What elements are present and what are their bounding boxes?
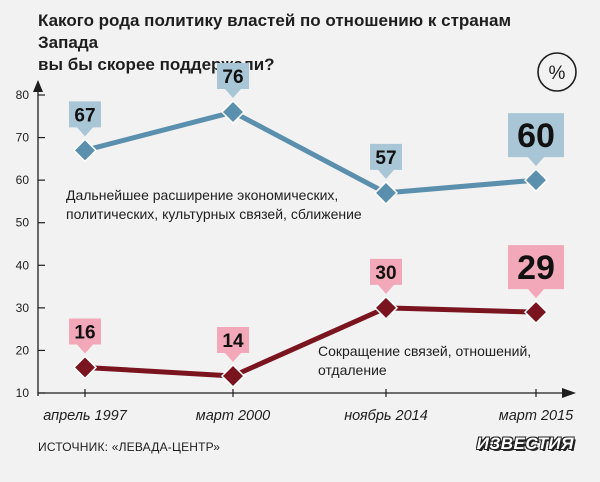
unit-badge-circle xyxy=(537,52,577,92)
data-point-marker xyxy=(373,295,399,320)
x-tick-label: март 2000 xyxy=(196,408,270,424)
data-label: 14 xyxy=(222,331,244,352)
title-line: Какого рода политику властей по отношени… xyxy=(38,11,512,52)
series-name: Сокращение связей, отношений, отдаление xyxy=(318,343,531,378)
unit-badge: % xyxy=(549,63,566,84)
brand-logo: ИЗВЕСТИЯ xyxy=(476,434,574,453)
y-tick-label: 50 xyxy=(16,216,30,230)
data-label-box xyxy=(217,326,249,362)
y-tick-label: 30 xyxy=(16,301,30,315)
data-label: 30 xyxy=(375,263,396,284)
x-tick-label: апрель 1997 xyxy=(43,408,128,424)
data-label: 76 xyxy=(222,67,243,88)
data-point-marker xyxy=(72,355,98,380)
y-tick-label: 10 xyxy=(16,386,30,400)
series-name-line: политических, культурных связей, сближен… xyxy=(66,206,362,222)
data-point-marker xyxy=(220,99,246,125)
series-name-line: Сокращение связей, отношений, xyxy=(318,343,531,359)
data-point-marker xyxy=(523,300,549,325)
y-tick-label: 60 xyxy=(16,173,30,187)
data-point-marker xyxy=(72,138,98,163)
y-tick-label: 80 xyxy=(16,88,30,102)
data-label: 16 xyxy=(74,322,95,343)
source-note: ИСТОЧНИК: «ЛЕВАДА-ЦЕНТР» xyxy=(38,440,221,454)
data-point-marker xyxy=(373,180,399,205)
series-name: Дальнейшее расширение экономических, поли… xyxy=(66,187,362,222)
data-label-box xyxy=(370,143,402,179)
data-label: 67 xyxy=(74,105,95,126)
series-line xyxy=(84,305,537,379)
y-axis-arrow-icon xyxy=(33,80,43,92)
data-label: 60 xyxy=(517,117,555,155)
data-point-marker xyxy=(220,363,246,389)
data-label: 57 xyxy=(375,148,396,169)
y-tick-label: 70 xyxy=(16,131,30,145)
data-point-marker xyxy=(523,168,549,193)
data-label-box xyxy=(217,63,249,99)
data-label: 29 xyxy=(517,249,555,287)
series-line xyxy=(84,109,537,196)
x-tick-label: ноябрь 2014 xyxy=(344,408,428,424)
x-tick-label: март 2015 xyxy=(499,408,574,424)
data-label-box xyxy=(508,113,564,167)
data-label-box xyxy=(370,258,402,294)
chart-title: Какого рода политику властей по отношени… xyxy=(38,10,538,76)
data-label-box xyxy=(69,318,101,354)
series-name-line: Дальнейшее расширение экономических, xyxy=(66,187,338,203)
title-line: вы бы скорее поддержали? xyxy=(38,55,275,74)
y-tick-label: 40 xyxy=(16,258,30,272)
series-name-line: отдаление xyxy=(318,362,387,378)
data-label-box xyxy=(69,101,101,137)
y-tick-label: 20 xyxy=(16,343,30,357)
data-label-box xyxy=(508,245,564,299)
x-axis-arrow-icon xyxy=(562,388,576,398)
